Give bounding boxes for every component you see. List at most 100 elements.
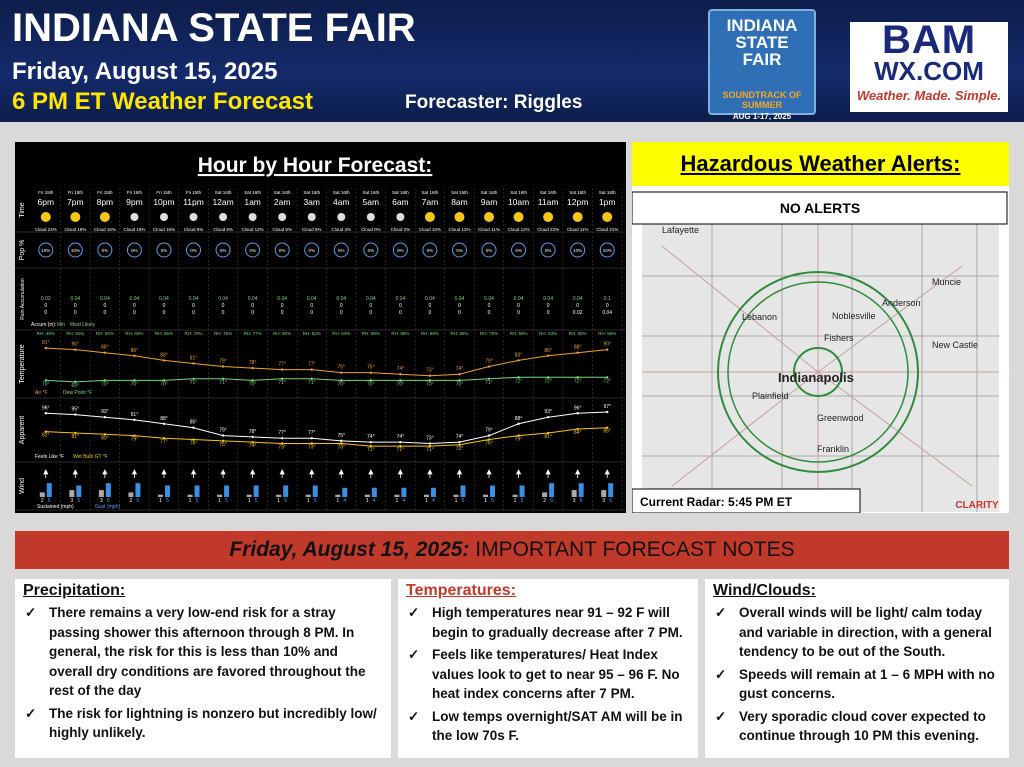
gust-label: 5: [225, 498, 228, 504]
sustained-bar: [69, 490, 75, 497]
gust-bar: [549, 483, 555, 497]
wetbulb-label: 73°: [308, 444, 316, 450]
cloud-label: Cloud 0%: [391, 227, 411, 232]
rain-min: 0: [458, 303, 461, 309]
gust-bar: [283, 485, 289, 497]
moon-icon: [278, 213, 287, 221]
rain-top: 0.04: [130, 296, 140, 302]
sustained-bar: [39, 492, 45, 497]
wetbulb-label: 75°: [219, 442, 227, 448]
sustained-bar: [157, 494, 163, 497]
rain-top: 0.04: [573, 296, 583, 302]
sun-icon: [484, 212, 495, 222]
sustained-label: 3: [602, 498, 605, 504]
rh-label: RH: 60%: [125, 331, 143, 336]
air-label: 81°: [190, 355, 198, 361]
air-line: [45, 347, 608, 377]
notes-title: Friday, August 15, 2025: IMPORTANT FOREC…: [15, 531, 1009, 569]
pop-ring: [392, 242, 408, 258]
wind-arrow: [575, 469, 581, 478]
city-label: Noblesville: [832, 311, 876, 321]
map: NO ALERTS Current Radar: 5:45 PM ET CLAR…: [631, 191, 1008, 514]
rain-min: 0: [103, 303, 106, 309]
gust-label: 6: [550, 498, 553, 504]
rain-top: 0.04: [484, 296, 494, 302]
rain-top: 0.04: [366, 296, 376, 302]
feels-label: 78°: [249, 429, 257, 435]
day-label: Sat 16th: [392, 190, 409, 195]
sustained-bar: [601, 490, 607, 497]
time-label: 10am: [508, 197, 529, 207]
sustained-bar: [483, 494, 489, 497]
rain-top: 0.04: [455, 296, 465, 302]
moon-icon: [248, 213, 257, 221]
pop-label: 0%: [456, 248, 463, 253]
gust-bar: [430, 487, 436, 497]
sustained-label: 1: [159, 498, 162, 504]
wind-arrow: [486, 469, 492, 478]
rh-label: RH: 55%: [96, 331, 114, 336]
sustained-label: 2: [41, 498, 44, 504]
air-label: 88°: [574, 345, 582, 351]
air-label: 79°: [485, 359, 493, 365]
day-label: Sat 16th: [422, 190, 439, 195]
gust-bar: [194, 485, 200, 497]
feels-point: [44, 412, 47, 415]
rh-label: RH: 75%: [214, 331, 232, 336]
wetbulb-label: 79°: [515, 437, 523, 443]
rain-min: 0: [340, 303, 343, 309]
air-label: 74°: [456, 366, 464, 372]
rain-min: 0: [251, 303, 254, 309]
rain-likely: 0: [547, 310, 550, 316]
rain-likely: 0: [44, 310, 47, 316]
pop-label: 0%: [161, 248, 168, 253]
rh-label: RH: 88%: [391, 331, 409, 336]
rain-min: 0: [399, 303, 402, 309]
pop-ring: [186, 242, 202, 258]
day-label: Sat 16th: [481, 190, 498, 195]
rain-likely: 0: [399, 310, 402, 316]
fair-name: INDIANA STATE FAIR: [726, 16, 798, 69]
dew-line: [45, 376, 608, 383]
time-label: 12am: [212, 197, 233, 207]
sun-icon: [513, 212, 524, 222]
feels-line: [45, 411, 608, 444]
feels-label: 96°: [574, 405, 582, 411]
radar-time: Current Radar: 5:45 PM ET: [640, 495, 793, 509]
gust-bar: [224, 485, 230, 497]
day-label: Sat 16th: [215, 190, 232, 195]
gust-label: 6: [609, 498, 612, 504]
sustained-bar: [364, 494, 370, 497]
gust-bar: [401, 487, 407, 497]
rain-likely: 0.04: [602, 310, 612, 316]
rain-min: 0: [222, 303, 225, 309]
sun-icon: [543, 212, 554, 222]
city-label: New Castle: [932, 340, 978, 350]
rain-likely: 0: [429, 310, 432, 316]
sustained-bar: [128, 492, 134, 497]
cloud-label: Cloud 9%: [272, 227, 292, 232]
cloud-label: Cloud 8%: [213, 227, 233, 232]
sun-icon: [40, 212, 51, 222]
cloud-label: Cloud 18%: [64, 227, 86, 232]
pop-label: 0%: [427, 248, 434, 253]
map-bg: [642, 222, 999, 512]
pop-label: 0%: [102, 248, 109, 253]
pop-ring: [156, 242, 172, 258]
rh-label: RH: 82%: [303, 331, 321, 336]
gust-bar: [342, 487, 348, 497]
sustained-bar: [335, 494, 341, 497]
note-item: Speeds will remain at 1 – 6 MPH with no …: [713, 665, 1001, 704]
feels-label: 79°: [219, 428, 227, 434]
time-label: 8am: [451, 197, 468, 207]
rain-min: 0: [74, 303, 77, 309]
gust-label: 6: [137, 498, 140, 504]
rain-legend: Most Likely: [70, 322, 96, 328]
city-label: Greenwood: [817, 413, 864, 423]
rain-likely: 0: [488, 310, 491, 316]
fair-tagline: SOUNDTRACK OF SUMMER: [722, 90, 802, 110]
rain-top: 0.04: [514, 296, 524, 302]
pop-label: 0%: [190, 248, 197, 253]
rh-label: RH: 63%: [539, 331, 557, 336]
air-label: 79°: [219, 359, 227, 365]
